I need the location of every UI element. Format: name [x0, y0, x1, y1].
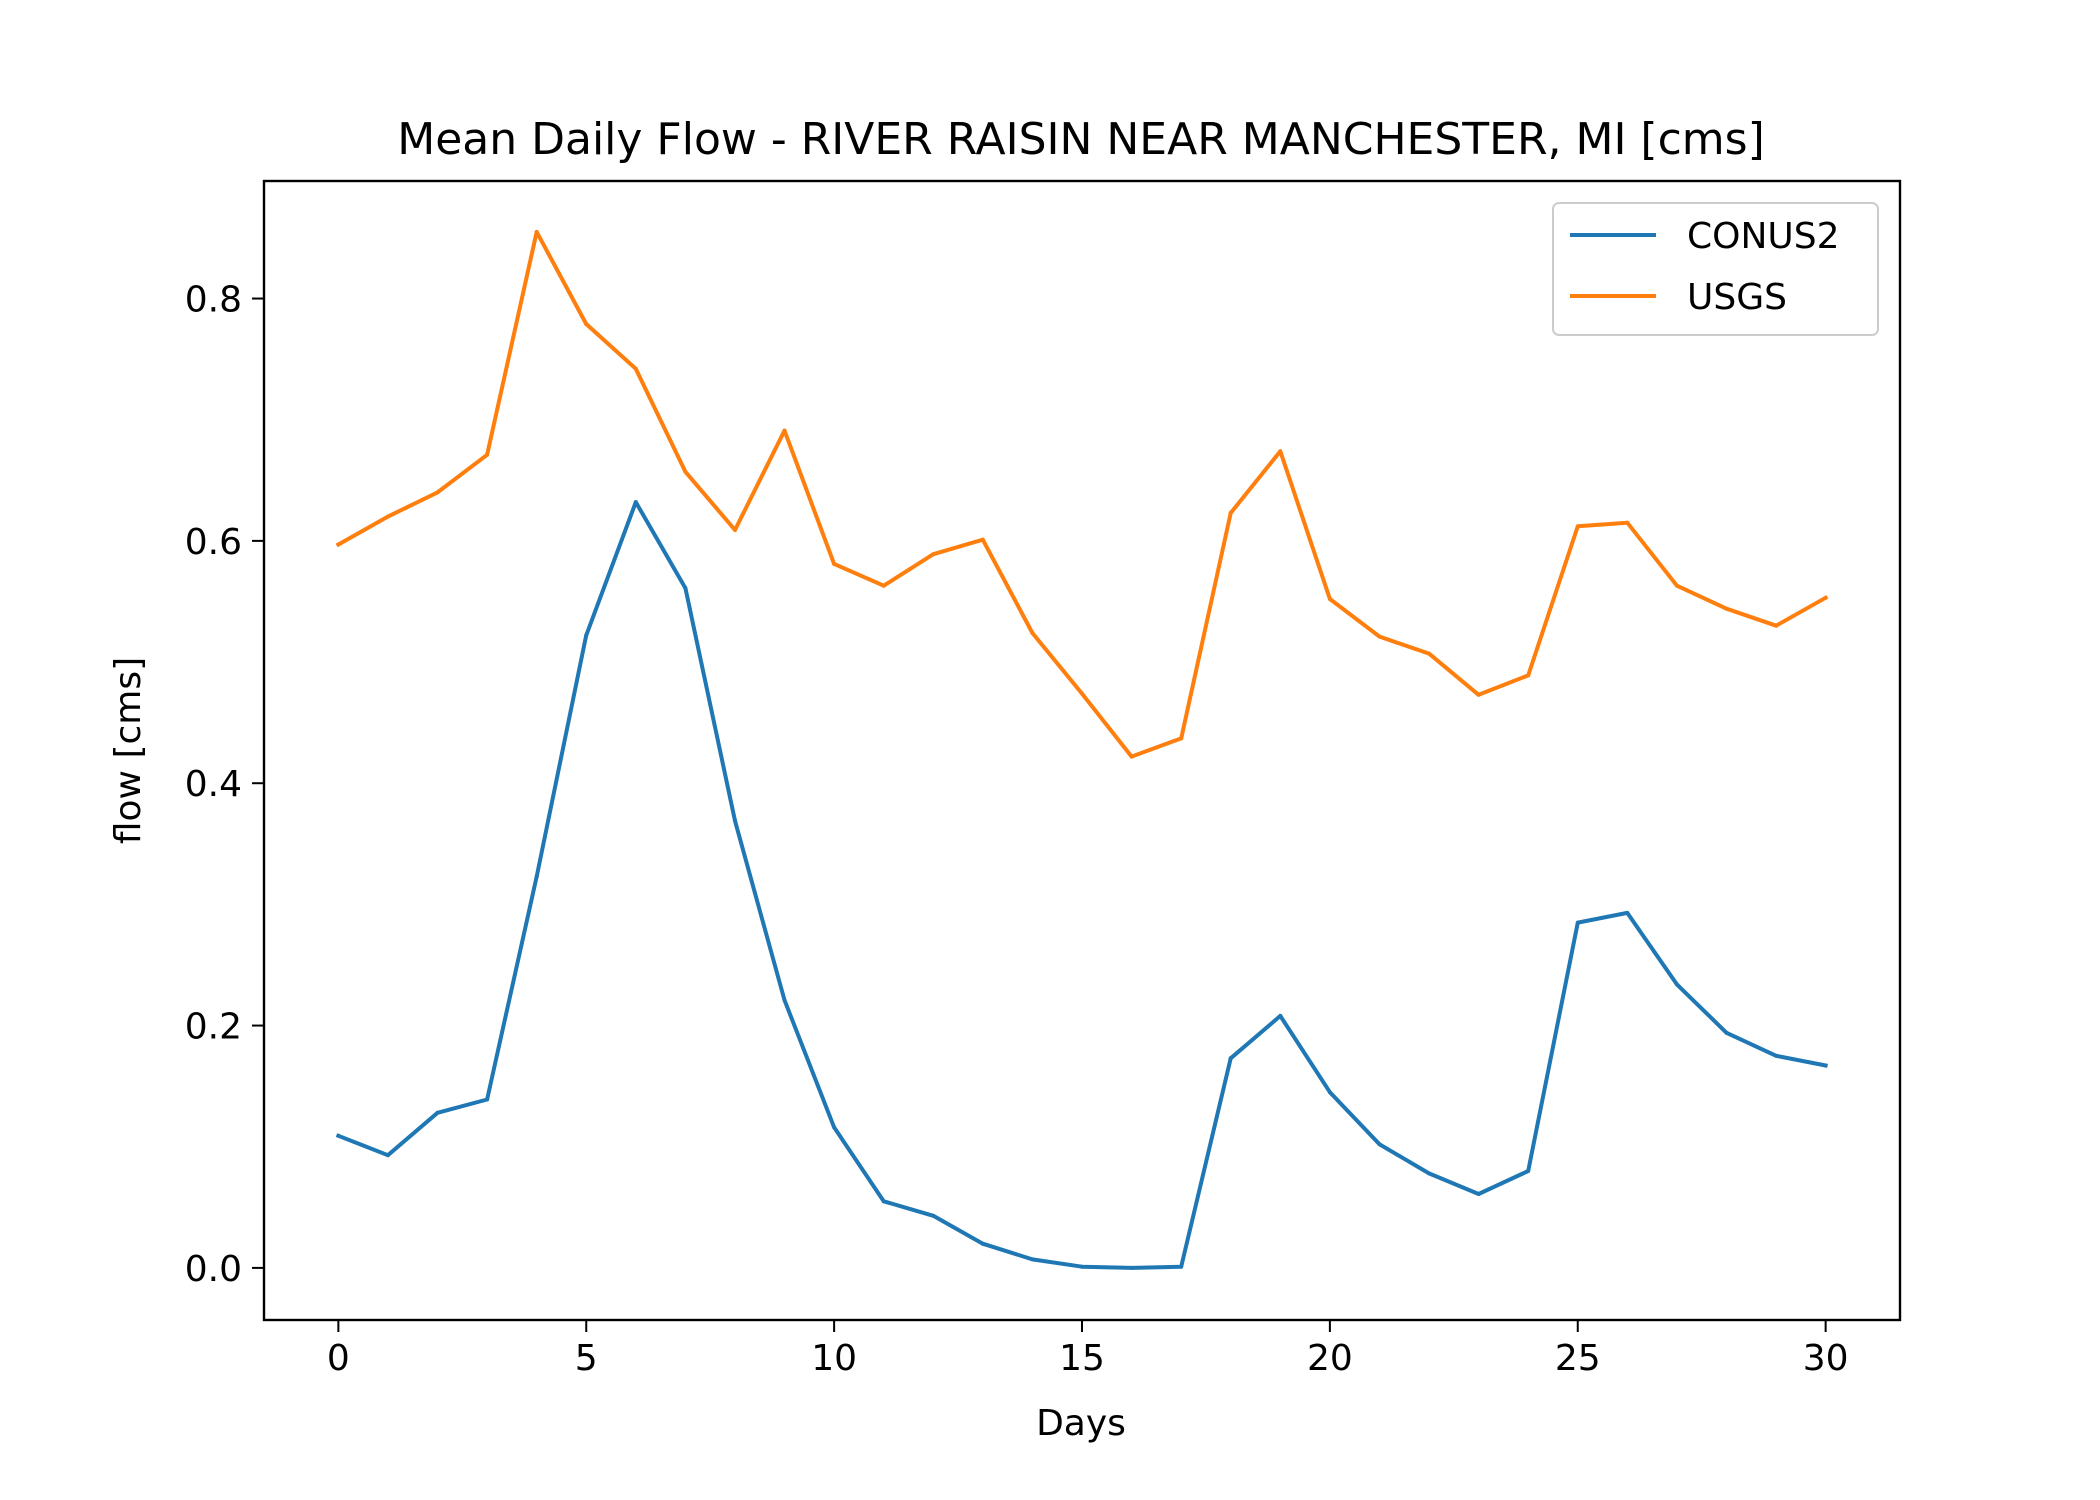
legend-label-conus2: CONUS2	[1687, 216, 1840, 257]
y-tick-label-0.4: 0.4	[185, 764, 242, 805]
data-point-conus2-30	[1823, 1063, 1828, 1068]
data-point-usgs-15	[1080, 691, 1084, 696]
data-point-usgs-24	[1526, 673, 1531, 678]
legend: CONUS2 USGS	[1552, 202, 1879, 336]
data-point-conus2-5	[584, 633, 589, 638]
data-point-conus2-19	[1278, 1013, 1283, 1018]
data-point-usgs-8	[733, 528, 737, 532]
data-point-conus2-2	[435, 1110, 440, 1115]
y-tick-label-0.2: 0.2	[185, 1007, 242, 1048]
data-point-conus2-28	[1724, 1030, 1729, 1035]
data-point-conus2-21	[1377, 1142, 1382, 1147]
x-tick-label-30: 30	[1803, 1338, 1849, 1379]
data-point-conus2-25	[1575, 920, 1580, 925]
data-point-usgs-5	[584, 322, 589, 326]
data-point-usgs-3	[485, 452, 490, 457]
data-point-usgs-26	[1625, 520, 1630, 525]
data-point-conus2-11	[881, 1199, 886, 1204]
data-point-usgs-9	[782, 428, 787, 433]
data-point-usgs-7	[683, 469, 688, 474]
x-tick-label-25: 25	[1555, 1338, 1601, 1379]
data-point-usgs-25	[1575, 524, 1580, 529]
data-point-usgs-4	[534, 229, 539, 234]
data-point-conus2-23	[1476, 1192, 1481, 1196]
data-point-usgs-28	[1724, 606, 1729, 611]
data-point-conus2-12	[931, 1213, 936, 1218]
data-point-conus2-20	[1327, 1090, 1332, 1095]
data-point-usgs-12	[931, 552, 936, 557]
data-point-conus2-26	[1625, 910, 1630, 915]
y-tick-label-0: 0.0	[185, 1249, 242, 1290]
data-point-conus2-9	[782, 998, 787, 1003]
data-point-conus2-18	[1228, 1056, 1233, 1061]
y-axis-label: flow [cms]	[108, 657, 149, 844]
data-point-conus2-22	[1427, 1171, 1431, 1176]
data-point-usgs-17	[1179, 736, 1184, 741]
chart-title: Mean Daily Flow - RIVER RAISIN NEAR MANC…	[397, 114, 1765, 165]
data-point-usgs-16	[1129, 754, 1134, 759]
x-axis: 0 5 10 15 20 25 30	[327, 1320, 1849, 1379]
data-point-usgs-14	[1030, 631, 1035, 635]
data-point-conus2-1	[385, 1153, 390, 1158]
series-points-usgs	[336, 229, 1828, 759]
x-tick-label-10: 10	[811, 1338, 857, 1379]
data-point-conus2-4	[534, 874, 539, 879]
data-point-usgs-11	[881, 583, 886, 588]
data-point-conus2-17	[1179, 1264, 1184, 1269]
data-point-usgs-6	[633, 366, 638, 371]
data-point-conus2-8	[733, 818, 737, 823]
data-point-usgs-29	[1774, 623, 1779, 628]
data-point-conus2-10	[832, 1125, 837, 1130]
x-axis-label: Days	[1036, 1403, 1126, 1444]
data-point-usgs-19	[1278, 449, 1283, 454]
data-point-usgs-2	[435, 490, 440, 495]
data-point-conus2-27	[1674, 982, 1679, 987]
data-point-conus2-16	[1129, 1265, 1134, 1270]
data-point-conus2-14	[1030, 1257, 1035, 1262]
data-point-usgs-23	[1476, 692, 1481, 697]
data-point-usgs-10	[832, 561, 837, 566]
data-point-usgs-18	[1228, 511, 1233, 515]
data-point-usgs-1	[385, 514, 390, 519]
data-point-conus2-6	[633, 500, 638, 505]
x-tick-label-15: 15	[1059, 1338, 1105, 1379]
x-tick-label-0: 0	[327, 1338, 350, 1379]
y-tick-label-0.6: 0.6	[185, 522, 242, 563]
data-point-conus2-24	[1526, 1169, 1531, 1173]
data-point-conus2-13	[980, 1241, 985, 1246]
data-point-usgs-22	[1427, 651, 1431, 656]
data-point-conus2-3	[485, 1097, 490, 1102]
series-points-conus2	[336, 500, 1828, 1270]
data-point-conus2-29	[1774, 1053, 1779, 1058]
data-point-usgs-20	[1327, 597, 1332, 601]
data-point-usgs-27	[1674, 583, 1679, 588]
x-tick-label-5: 5	[575, 1338, 598, 1379]
y-tick-label-0.8: 0.8	[185, 280, 242, 321]
y-axis: 0.0 0.2 0.4 0.6 0.8	[185, 280, 264, 1290]
series-layer	[335, 229, 1829, 1270]
data-point-usgs-0	[336, 542, 341, 547]
x-tick-label-20: 20	[1307, 1338, 1353, 1379]
data-point-conus2-0	[336, 1133, 341, 1138]
data-point-conus2-15	[1080, 1264, 1084, 1269]
data-point-usgs-21	[1377, 634, 1382, 639]
data-point-usgs-13	[980, 537, 985, 542]
legend-label-usgs: USGS	[1687, 277, 1787, 318]
data-point-usgs-30	[1823, 595, 1828, 600]
data-point-conus2-7	[683, 586, 688, 591]
